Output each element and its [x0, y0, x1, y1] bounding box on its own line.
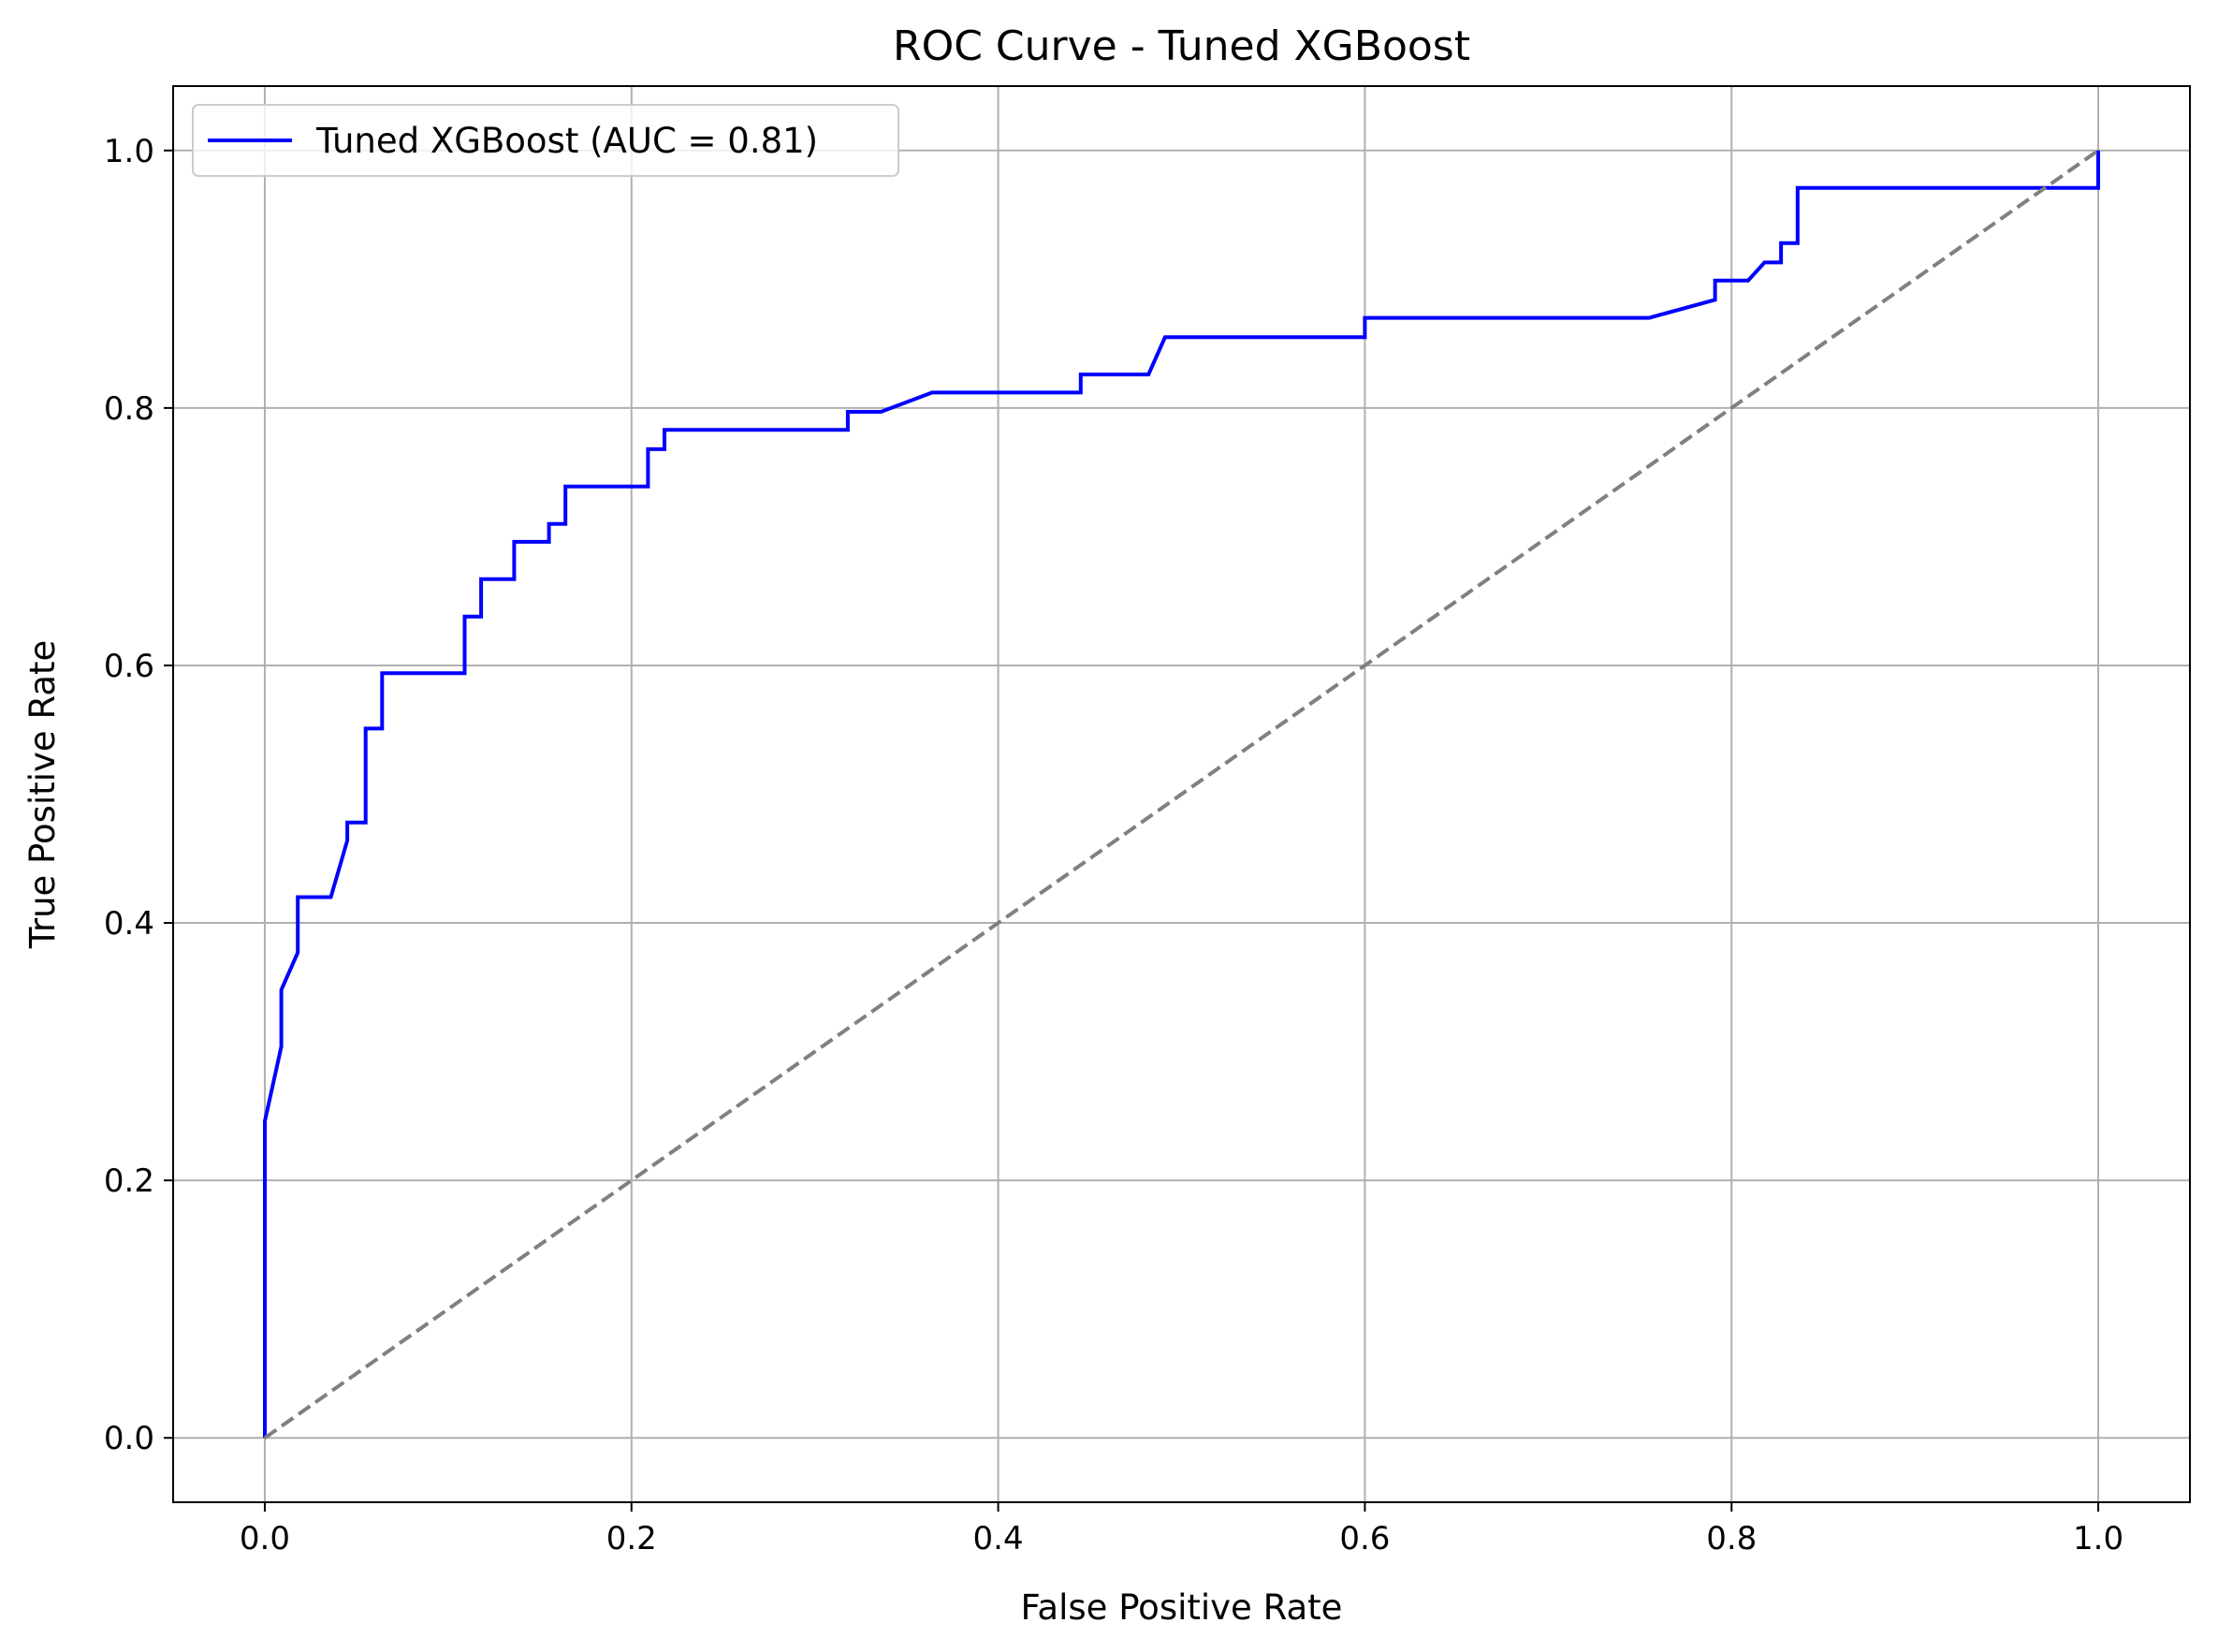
x-axis-label: False Positive Rate — [1021, 1587, 1343, 1628]
x-tick-label: 0.6 — [1339, 1520, 1390, 1557]
y-axis-ticks: 0.0 0.2 0.4 0.6 0.8 1.0 — [104, 133, 173, 1457]
roc-curve-tuned-xgboost — [263, 150, 2100, 1439]
y-tick-label: 0.4 — [104, 905, 154, 943]
x-tick-label: 0.8 — [1706, 1520, 1757, 1557]
chart-title: ROC Curve - Tuned XGBoost — [893, 22, 1470, 70]
x-tick-label: 1.0 — [2073, 1520, 2123, 1557]
legend: Tuned XGBoost (AUC = 0.81) — [192, 104, 899, 177]
plot-frame — [172, 85, 2191, 1503]
x-axis-ticks: 0.0 0.2 0.4 0.6 0.8 1.0 — [240, 1502, 2123, 1557]
legend-label-tuned-xgboost: Tuned XGBoost (AUC = 0.81) — [315, 121, 818, 161]
x-tick-label: 0.4 — [973, 1520, 1024, 1557]
y-tick-label: 0.8 — [104, 390, 154, 428]
diagonal-reference-line — [263, 149, 2100, 1440]
x-tick-label: 0.2 — [606, 1520, 657, 1557]
y-tick-label: 0.6 — [104, 648, 154, 685]
y-tick-label: 0.2 — [104, 1162, 154, 1200]
legend-box — [192, 104, 899, 177]
y-tick-label: 0.0 — [104, 1420, 154, 1457]
x-tick-label: 0.0 — [240, 1520, 290, 1557]
series-layer — [263, 149, 2100, 1440]
y-tick-label: 1.0 — [104, 133, 154, 170]
y-axis-label: True Positive Rate — [22, 640, 63, 950]
